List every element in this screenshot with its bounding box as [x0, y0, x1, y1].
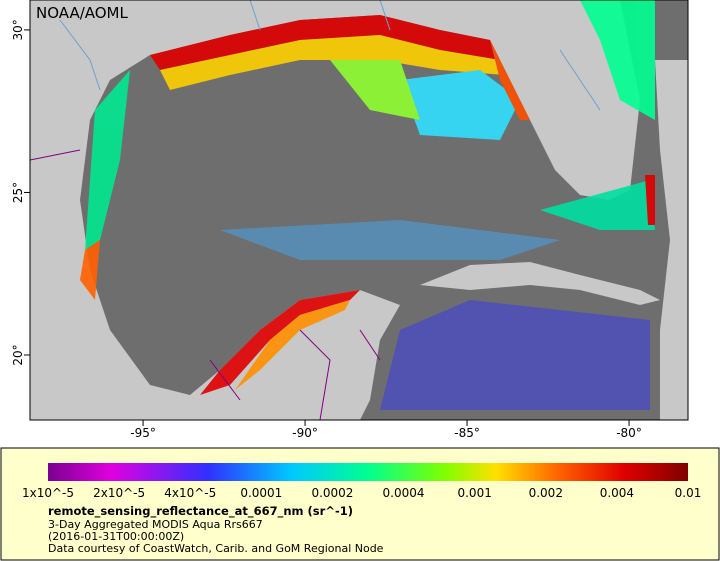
colorbar-title: remote_sensing_reflectance_at_667_nm (sr… [48, 504, 353, 519]
rivers [59, 0, 601, 111]
land-cuba [420, 262, 660, 305]
colorbar [48, 463, 688, 481]
caption-line: (2016-01-31T00:00:00Z) [48, 530, 184, 543]
x-tick-label: -85° [454, 426, 480, 440]
land [30, 0, 640, 420]
colorbar-label: 0.001 [457, 486, 491, 500]
colorbar-label: 0.01 [675, 486, 702, 500]
y-tick-label: 20° [11, 344, 25, 365]
colorbar-label: 0.0001 [240, 486, 282, 500]
x-tick-label: -90° [292, 426, 318, 440]
borders [30, 149, 381, 420]
x-tick-label: -95° [130, 426, 156, 440]
colorbar-label: 0.0002 [311, 486, 353, 500]
land-east [655, 60, 688, 420]
map-frame [29, 0, 689, 421]
caption-line: Data courtesy of CoastWatch, Carib. and … [48, 542, 384, 555]
reflectance-patches [80, 0, 655, 410]
x-tick-label: -80° [616, 426, 642, 440]
ticks: -95° -90° -85° -80° 30° 25° 20° [11, 19, 642, 440]
colorbar-label: 0.002 [529, 486, 563, 500]
colorbar-label: 0.0004 [383, 486, 425, 500]
colorbar-label: 0.004 [600, 486, 634, 500]
caption-line: 3-Day Aggregated MODIS Aqua Rrs667 [48, 518, 263, 531]
colorbar-label: 1x10^-5 [22, 486, 74, 500]
credit: NOAA/AOML [36, 4, 129, 22]
map-area [30, 0, 688, 420]
colorbar-label: 4x10^-5 [164, 486, 216, 500]
y-tick-label: 25° [11, 182, 25, 203]
y-tick-label: 30° [11, 19, 25, 40]
colorbar-label: 2x10^-5 [93, 486, 145, 500]
